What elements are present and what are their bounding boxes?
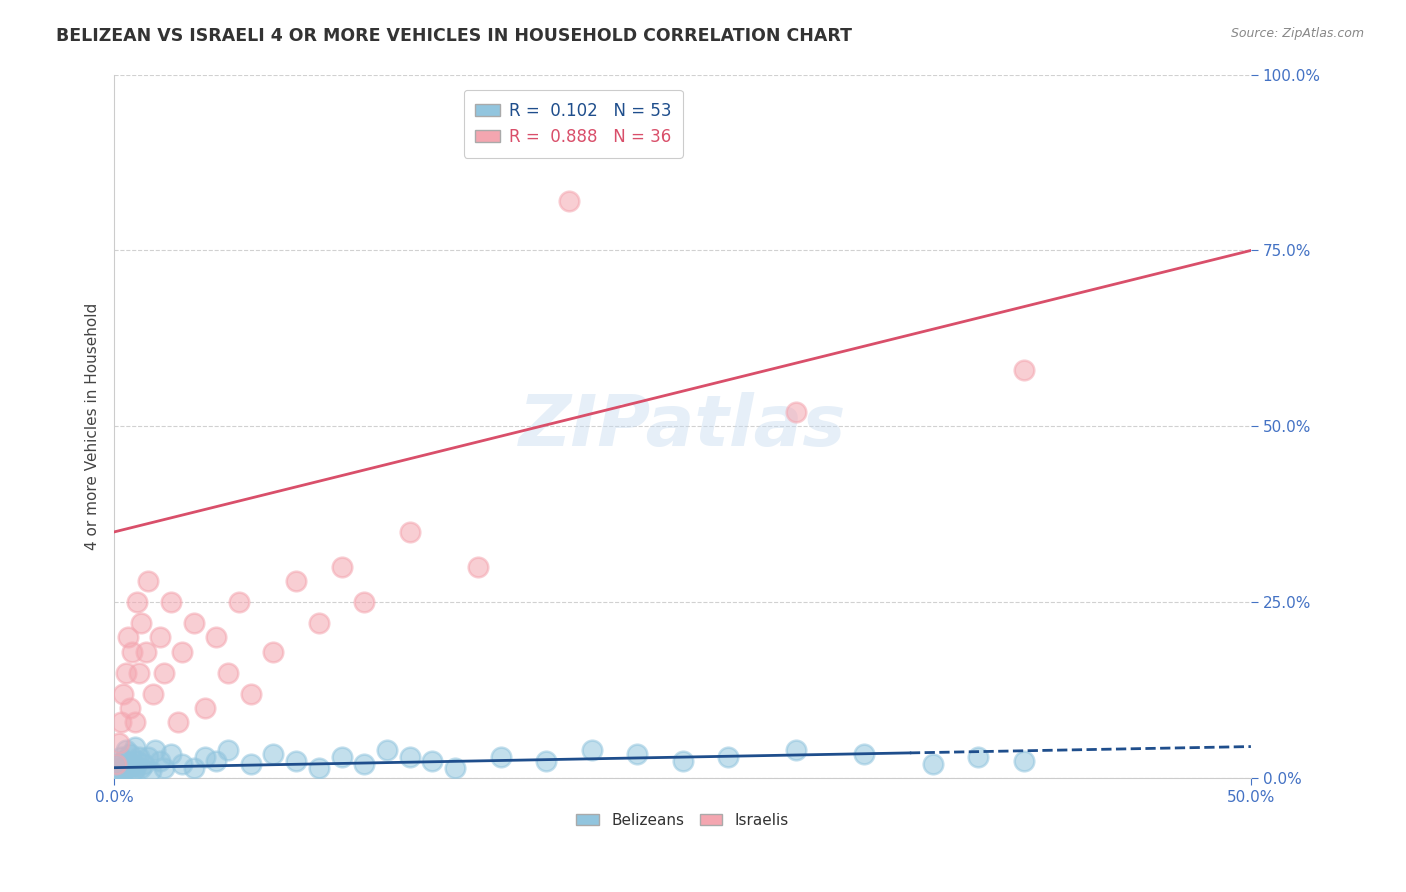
Point xyxy=(107,757,129,772)
Point xyxy=(132,757,155,772)
Point xyxy=(135,644,157,658)
Point xyxy=(124,714,146,729)
Point xyxy=(534,754,557,768)
Point xyxy=(626,747,648,761)
Point xyxy=(149,754,172,768)
Point xyxy=(139,764,162,779)
Point xyxy=(183,761,205,775)
Point xyxy=(330,750,353,764)
Point xyxy=(239,687,262,701)
Point xyxy=(125,595,148,609)
Point xyxy=(112,754,135,768)
Point xyxy=(172,644,194,658)
Point xyxy=(217,665,239,680)
Point xyxy=(142,687,165,701)
Point xyxy=(285,574,308,589)
Point xyxy=(375,743,398,757)
Point xyxy=(353,757,375,772)
Point xyxy=(136,750,159,764)
Point xyxy=(205,754,228,768)
Point xyxy=(110,714,132,729)
Point xyxy=(117,757,139,772)
Point xyxy=(143,743,166,757)
Point xyxy=(308,761,330,775)
Point xyxy=(194,701,217,715)
Point xyxy=(110,750,132,764)
Text: Source: ZipAtlas.com: Source: ZipAtlas.com xyxy=(1230,27,1364,40)
Point xyxy=(217,743,239,757)
Point xyxy=(131,761,153,775)
Point xyxy=(581,743,603,757)
Point xyxy=(120,768,142,782)
Point xyxy=(112,687,135,701)
Point xyxy=(153,665,176,680)
Point xyxy=(105,757,128,772)
Point xyxy=(285,754,308,768)
Point xyxy=(160,747,183,761)
Point xyxy=(120,701,142,715)
Point xyxy=(239,757,262,772)
Point xyxy=(108,761,131,775)
Point xyxy=(128,665,150,680)
Point xyxy=(921,757,943,772)
Point xyxy=(967,750,990,764)
Point xyxy=(172,757,194,772)
Point xyxy=(121,644,143,658)
Point xyxy=(489,750,512,764)
Point xyxy=(122,764,145,779)
Point xyxy=(112,763,135,777)
Point xyxy=(160,595,183,609)
Point xyxy=(107,736,129,750)
Point xyxy=(117,631,139,645)
Point xyxy=(121,757,143,772)
Point xyxy=(444,761,467,775)
Point xyxy=(467,560,489,574)
Point xyxy=(262,747,284,761)
Point xyxy=(330,560,353,574)
Y-axis label: 4 or more Vehicles in Household: 4 or more Vehicles in Household xyxy=(86,302,100,550)
Text: ZIPatlas: ZIPatlas xyxy=(519,392,846,461)
Point xyxy=(353,595,375,609)
Point xyxy=(183,616,205,631)
Point xyxy=(124,739,146,754)
Point xyxy=(308,616,330,631)
Point xyxy=(1012,754,1035,768)
Point xyxy=(194,750,217,764)
Point xyxy=(105,764,128,779)
Point xyxy=(785,743,807,757)
Point xyxy=(205,631,228,645)
Point xyxy=(671,754,693,768)
Point xyxy=(136,574,159,589)
Point xyxy=(107,768,129,782)
Point xyxy=(153,761,176,775)
Point xyxy=(128,750,150,764)
Point xyxy=(149,631,172,645)
Point xyxy=(111,765,134,780)
Point xyxy=(131,616,153,631)
Point xyxy=(785,405,807,419)
Point xyxy=(558,194,581,209)
Point xyxy=(125,758,148,772)
Point xyxy=(125,754,148,768)
Point xyxy=(114,665,136,680)
Text: BELIZEAN VS ISRAELI 4 OR MORE VEHICLES IN HOUSEHOLD CORRELATION CHART: BELIZEAN VS ISRAELI 4 OR MORE VEHICLES I… xyxy=(56,27,852,45)
Point xyxy=(422,754,444,768)
Point xyxy=(114,743,136,757)
Point xyxy=(166,714,188,729)
Point xyxy=(1012,363,1035,377)
Point xyxy=(717,750,740,764)
Point xyxy=(853,747,876,761)
Point xyxy=(398,750,420,764)
Point xyxy=(120,747,142,761)
Legend: Belizeans, Israelis: Belizeans, Israelis xyxy=(569,806,794,834)
Point xyxy=(262,644,284,658)
Point xyxy=(398,524,420,539)
Point xyxy=(228,595,250,609)
Point xyxy=(118,761,141,775)
